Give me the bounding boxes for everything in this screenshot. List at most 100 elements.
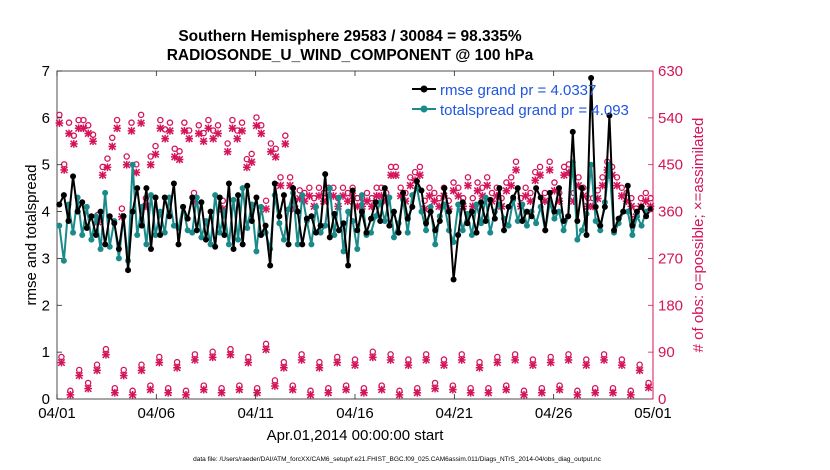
rmse-point [464, 220, 471, 227]
y-tick-label: 3 [42, 250, 50, 267]
assimilated-obs-point [257, 129, 266, 138]
rmse-point [368, 215, 375, 222]
assimilated-obs-low-point [93, 366, 101, 375]
assimilated-obs-low-point [119, 371, 128, 380]
rmse-point [413, 178, 420, 185]
possible-obs-point [104, 155, 111, 162]
rmse-point [638, 203, 645, 210]
assimilated-obs-low-point [626, 390, 635, 399]
possible-obs-point [483, 174, 491, 181]
assimilated-obs-low-point [84, 384, 92, 393]
rmse-point [473, 229, 480, 236]
rmse-point [542, 227, 549, 234]
assimilated-obs-low-point [457, 356, 466, 364]
possible-obs-point [507, 174, 515, 181]
rmse-point [115, 246, 122, 253]
legend-rmse-label: rmse grand pr = 4.0337 [440, 82, 596, 99]
assimilated-obs-low-point [413, 388, 422, 397]
spread-point [235, 236, 242, 243]
rmse-point [97, 208, 104, 215]
possible-obs-point [474, 179, 481, 186]
assimilated-obs-point [127, 127, 136, 135]
assimilated-obs-low-point [217, 388, 226, 397]
spread-point [161, 229, 168, 236]
rmse-point [519, 217, 526, 224]
assimilated-obs-low-point [208, 353, 217, 362]
rmse-point [533, 185, 540, 192]
spread-point [280, 236, 287, 243]
rmse-point [620, 208, 627, 215]
assimilated-obs-point [103, 163, 112, 172]
assimilated-obs-point [305, 192, 314, 200]
assimilated-obs-low-point [351, 361, 359, 369]
assimilated-obs-low-point [466, 388, 475, 397]
axes: 04/01 04/06 04/11 04/16 04/21 04/26 05/0101234… [38, 63, 683, 422]
assimilated-obs-point [84, 129, 93, 138]
possible-obs-point [157, 116, 164, 124]
possible-obs-point [214, 122, 222, 129]
chart-title-line1: Southern Hemisphere 29583 / 30084 = 98.3… [178, 28, 522, 45]
spread-point [134, 232, 141, 238]
spread-point [70, 229, 77, 236]
spread-point [588, 161, 595, 168]
assimilated-obs-low-point [262, 345, 270, 354]
spread-point [523, 222, 530, 229]
rmse-point [409, 203, 416, 210]
spread-point [244, 224, 251, 231]
assimilated-obs-low-point [333, 358, 342, 367]
possible-obs-point [166, 119, 174, 126]
spread-point [638, 222, 645, 229]
assimilated-obs-low-point [529, 361, 537, 369]
rmse-point [294, 208, 301, 215]
rmse-point [487, 196, 494, 203]
rmse-point [445, 208, 452, 215]
rmse-point [189, 194, 196, 201]
assimilated-obs-point [252, 121, 261, 130]
assimilated-obs-low-point [315, 363, 324, 372]
rmse-point [147, 246, 154, 253]
rmse-point [381, 185, 388, 192]
spread-point [285, 206, 292, 213]
assimilated-obs-low-point [368, 353, 377, 362]
spread-point [115, 255, 122, 262]
rmse-point [106, 213, 113, 220]
rmse-point [574, 217, 581, 224]
assimilated-obs-low-point [600, 356, 608, 364]
assimilated-obs-point [271, 153, 280, 161]
spread-point [597, 227, 604, 234]
spread-point [157, 208, 164, 215]
spread-point [102, 189, 109, 196]
rmse-point [221, 232, 228, 238]
rmse-point [161, 194, 168, 201]
assimilated-obs-point [536, 171, 544, 179]
rmse-point [400, 189, 407, 196]
assimilated-obs-point [146, 160, 155, 169]
y2-tick-label: 630 [658, 63, 683, 80]
assimilated-obs-point [180, 127, 189, 135]
possible-obs-point [416, 163, 424, 171]
spread-point [418, 208, 425, 215]
possible-obs-point [469, 194, 477, 202]
rmse-point [216, 194, 223, 201]
rmse-point [253, 194, 260, 201]
spread-point [624, 208, 631, 215]
rmse-point [326, 234, 333, 241]
rmse-point [372, 199, 379, 206]
rmse-point [565, 213, 572, 220]
assimilated-obs-point [89, 137, 97, 146]
spread-point [533, 220, 540, 227]
rmse-point [551, 208, 558, 215]
assimilated-obs-point [483, 181, 492, 190]
rmse-point [129, 208, 136, 215]
possible-obs-point [253, 114, 260, 121]
spread-point [239, 185, 246, 192]
spread-point [468, 232, 475, 238]
possible-obs-point [450, 179, 457, 186]
x-tick-label: 04/21 [436, 405, 474, 422]
possible-obs-point [238, 119, 246, 126]
rmse-point [390, 208, 397, 215]
rmse-point [615, 215, 622, 222]
spread-point [354, 246, 361, 253]
assimilated-obs-point [151, 150, 160, 159]
y2-tick-label: 270 [658, 250, 683, 267]
